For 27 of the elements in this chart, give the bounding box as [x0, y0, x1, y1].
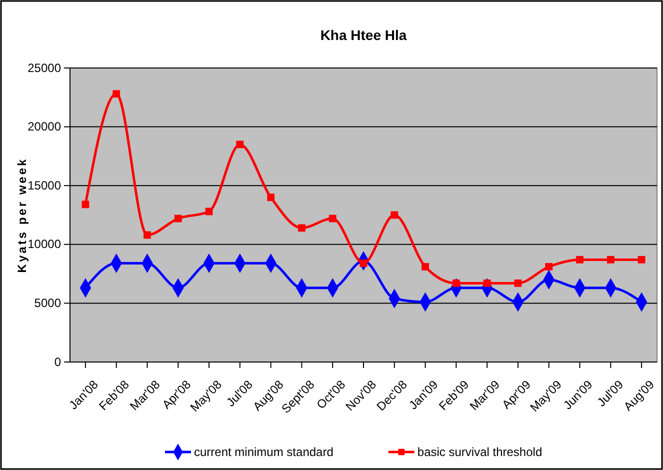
y-tick-label: 0	[54, 354, 62, 369]
point	[298, 224, 306, 232]
point	[422, 263, 429, 270]
point	[112, 90, 120, 98]
point	[144, 231, 151, 239]
point	[606, 256, 614, 264]
y-axis-title: Kyats per week	[15, 157, 29, 273]
point	[452, 280, 460, 287]
point	[267, 194, 275, 202]
y-tick-label: 10000	[28, 237, 62, 252]
point	[483, 280, 491, 287]
point	[174, 214, 182, 222]
point	[236, 140, 244, 148]
point	[328, 214, 336, 222]
point	[514, 280, 522, 287]
y-tick-label: 15000	[28, 178, 62, 192]
y-tick-label: 25000	[28, 60, 62, 75]
point	[390, 211, 398, 219]
point	[638, 256, 646, 264]
y-tick-label: 20000	[28, 120, 62, 134]
chart-title: Kha Htee Hla	[320, 27, 407, 43]
point	[576, 256, 584, 264]
legend-label: basic survival threshold	[417, 445, 542, 459]
y-tick-label: 5000	[34, 296, 62, 310]
point	[545, 263, 553, 270]
legend-label: current minimum standard	[194, 445, 334, 459]
point	[82, 200, 90, 208]
